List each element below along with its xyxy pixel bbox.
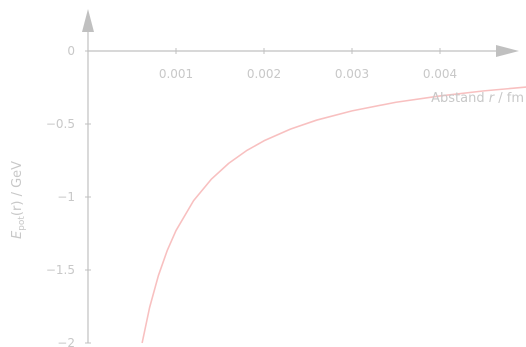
y-tick-label: 0: [67, 44, 75, 58]
ticks: 0.001 0.002 0.003 0.004 0 −0.5 −1 −1.5 −2: [46, 44, 457, 347]
y-tick-label: −1: [57, 190, 75, 204]
x-tick-label: 0.004: [423, 67, 457, 81]
y-tick-label: −2: [57, 336, 75, 347]
series-0-line: [141, 86, 526, 344]
x-tick-label: 0.002: [247, 67, 281, 81]
x-tick-label: 0.003: [335, 67, 369, 81]
y-tick-label: −0.5: [46, 117, 75, 131]
x-axis-arrow: [496, 45, 519, 57]
x-tick-label: 0.001: [159, 67, 193, 81]
x-axis-label: Abstand r / fm: [431, 91, 524, 106]
y-axis-label: Epot(r) / GeV: [10, 161, 27, 239]
axes: [82, 9, 519, 343]
y-axis-arrow: [82, 9, 94, 32]
curves: [141, 86, 526, 344]
y-tick-label: −1.5: [46, 263, 75, 277]
